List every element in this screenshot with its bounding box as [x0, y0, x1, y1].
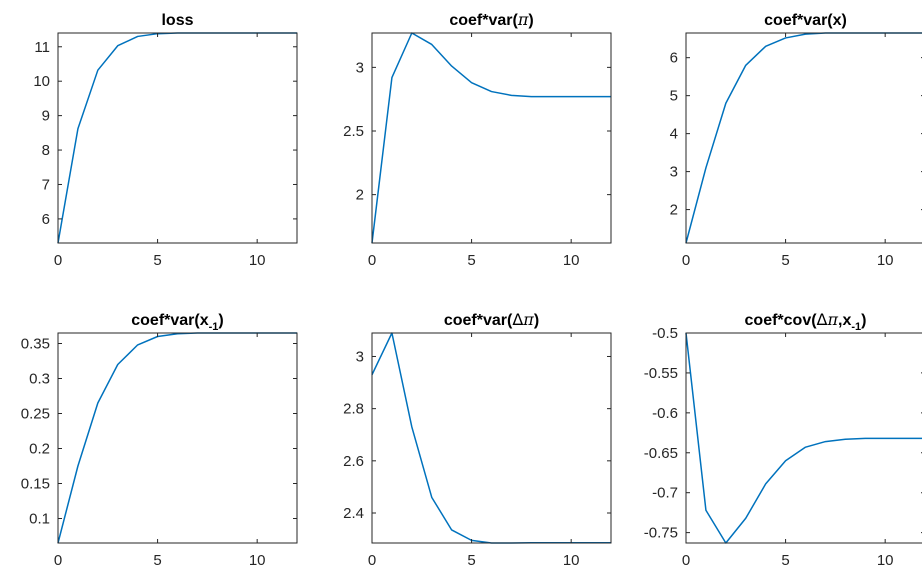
x-tick-label: 5 [467, 252, 475, 269]
title-part: π [517, 10, 529, 29]
y-tick-label: 2.8 [343, 401, 364, 418]
plot-area [58, 33, 297, 243]
y-tick-label: 0.15 [21, 476, 50, 493]
y-tick-label: 6 [42, 211, 50, 228]
x-tick-label: 5 [781, 252, 789, 269]
x-tick-label: 5 [781, 552, 789, 569]
subplot-title: coef*var(x-1​) [131, 312, 223, 333]
y-tick-label: 2 [670, 202, 678, 219]
title-part: coef*var(x) [764, 12, 847, 29]
subplot-coef-cov-dpi-x-lag: 0 5 10 -0.75 -0.7 -0.65 -0.6 -0.55 -0.5 coef*cov(… [644, 310, 922, 569]
y-tick-label: -0.55 [644, 365, 678, 382]
y-tick-label: 3 [670, 164, 678, 181]
y-tick-label: 0.2 [29, 441, 50, 458]
x-tick-label: 5 [153, 552, 161, 569]
axes-box [685, 332, 922, 544]
y-tick-label: 5 [670, 88, 678, 105]
title-part: Δ [512, 310, 523, 329]
plot-area [372, 333, 611, 543]
title-part: loss [161, 12, 193, 29]
subplot-title: coef*var(x) [764, 12, 847, 29]
title-part: -1 [209, 321, 219, 333]
x-tick-label: 0 [682, 252, 690, 269]
y-tick-label: 3 [356, 59, 364, 76]
y-tick-label: 2.6 [343, 453, 364, 470]
x-tick-label: 0 [54, 552, 62, 569]
y-tick-label: 0.25 [21, 406, 50, 423]
subplot-title: coef*cov(Δπ,x-1​) [745, 310, 867, 333]
plot-area [372, 33, 611, 243]
y-tick-label: 0.35 [21, 336, 50, 353]
x-tick-label: 10 [563, 252, 580, 269]
y-tick-label: 2.5 [343, 123, 364, 140]
axes-box [57, 32, 298, 244]
subplot-title: coef*var(π) [449, 10, 533, 29]
y-tick-label: 0.3 [29, 371, 50, 388]
y-tick-label: -0.65 [644, 445, 678, 462]
y-tick-label: -0.7 [652, 485, 678, 502]
x-tick-label: 10 [563, 552, 580, 569]
title-part: -1 [851, 321, 861, 333]
plot-area [58, 333, 297, 543]
x-tick-label: 10 [249, 552, 266, 569]
y-tick-label: 11 [34, 39, 50, 56]
x-tick-label: 10 [249, 252, 266, 269]
subplot-coef-var-x-lag: 0 5 10 0.1 0.15 0.2 0.25 0.3 0.35 coef*var(x-1​) [21, 312, 298, 569]
title-part: ,x [838, 312, 851, 329]
x-tick-label: 5 [467, 552, 475, 569]
title-part: ) [534, 312, 539, 329]
subplot-title: coef*var(Δπ) [444, 310, 539, 329]
y-tick-label: 0.1 [29, 511, 50, 528]
x-tick-label: 5 [153, 252, 161, 269]
y-tick-label: 7 [42, 176, 50, 193]
title-part: coef*var(x [131, 312, 208, 329]
axes-box [371, 32, 612, 244]
y-tick-label: -0.75 [644, 525, 678, 542]
y-tick-label: 2.4 [343, 505, 364, 522]
x-tick-label: 10 [877, 552, 894, 569]
axes-box [685, 32, 922, 244]
y-tick-label: 2 [356, 187, 364, 204]
y-tick-label: 9 [42, 108, 50, 125]
y-tick-label: 10 [33, 73, 50, 90]
title-part: Δ [817, 310, 828, 329]
x-tick-label: 0 [368, 552, 376, 569]
title-part: coef*cov( [745, 312, 818, 329]
x-tick-label: 0 [368, 252, 376, 269]
y-tick-label: 3 [356, 348, 364, 365]
y-tick-label: 4 [670, 126, 678, 143]
axes-box [371, 332, 612, 544]
title-part: ) [218, 312, 223, 329]
subplot-coef-var-pi: 0 5 10 2 2.5 3 coef*var(π) [343, 10, 612, 269]
x-tick-label: 0 [54, 252, 62, 269]
x-tick-label: 10 [877, 252, 894, 269]
title-part: ) [528, 12, 533, 29]
subplot-loss: 0 5 10 6 7 8 9 10 11 loss [33, 12, 298, 269]
subplot-coef-var-dpi: 0 5 10 2.4 2.6 2.8 3 coef*var(Δπ) [343, 310, 612, 569]
x-tick-label: 0 [682, 552, 690, 569]
title-part: coef*var( [449, 12, 518, 29]
y-tick-label: -0.5 [652, 325, 678, 342]
subplot-coef-var-x: 0 5 10 2 3 4 5 6 coef*var(x) [670, 12, 922, 269]
subplot-title: loss [161, 12, 193, 29]
title-part: π [522, 310, 534, 329]
title-part: ) [861, 312, 866, 329]
y-tick-label: 6 [670, 50, 678, 67]
axes-box [57, 332, 298, 544]
title-part: coef*var( [444, 312, 513, 329]
y-tick-label: -0.6 [652, 405, 678, 422]
plot-area [686, 33, 922, 243]
y-tick-label: 8 [42, 142, 50, 159]
title-part: π [827, 310, 839, 329]
